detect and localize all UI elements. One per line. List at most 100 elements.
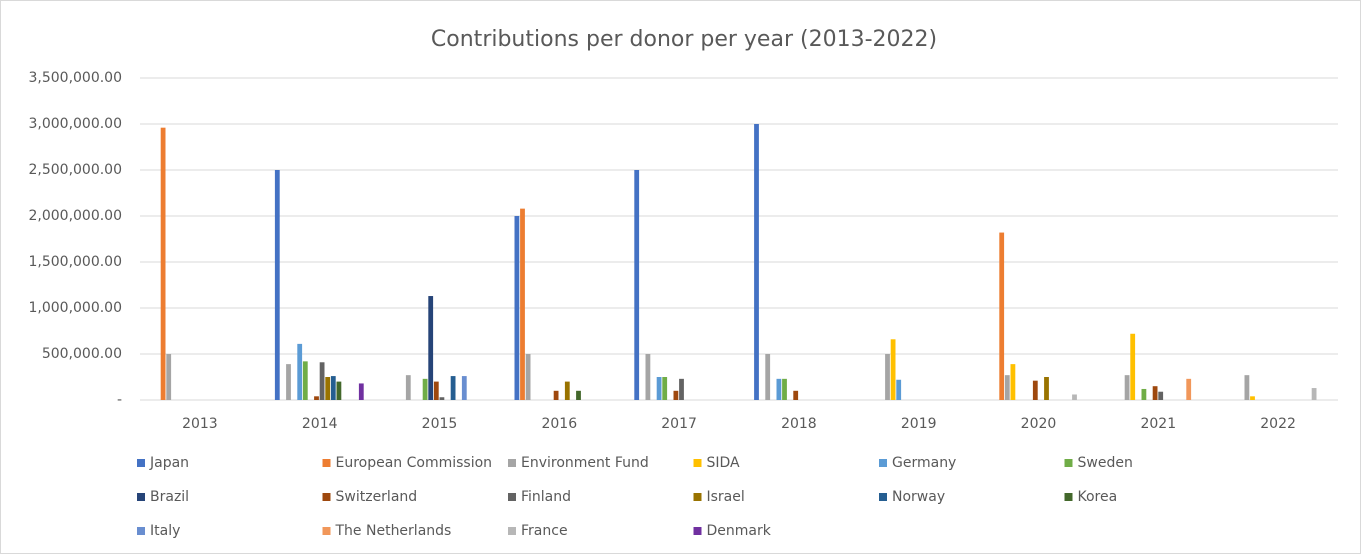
legend-label: Korea bbox=[1078, 489, 1118, 505]
x-tick-label: 2019 bbox=[901, 416, 937, 432]
legend-label: France bbox=[521, 523, 568, 539]
bar bbox=[405, 375, 411, 400]
bar bbox=[553, 390, 559, 400]
bar bbox=[1130, 333, 1136, 400]
legend-label: Denmark bbox=[707, 523, 772, 539]
bar bbox=[319, 362, 325, 400]
y-tick-label: 2,000,000.00 bbox=[28, 208, 122, 224]
legend-swatch bbox=[137, 527, 145, 535]
bar bbox=[439, 397, 445, 400]
y-tick-label: 2,500,000.00 bbox=[28, 162, 122, 178]
bar bbox=[564, 381, 570, 400]
y-tick-label: - bbox=[117, 392, 122, 408]
bar bbox=[896, 379, 902, 400]
legend-label: Germany bbox=[892, 455, 956, 471]
legend-swatch bbox=[322, 459, 331, 467]
legend-swatch bbox=[508, 527, 516, 535]
x-tick-label: 2018 bbox=[781, 416, 817, 432]
bar bbox=[1141, 388, 1147, 400]
legend-swatch bbox=[508, 459, 516, 467]
legend-swatch bbox=[879, 493, 887, 501]
legend-label: Brazil bbox=[150, 489, 189, 505]
bar bbox=[1250, 396, 1255, 400]
legend-label: The Netherlands bbox=[335, 523, 452, 539]
legend-swatch bbox=[1064, 459, 1073, 467]
bar bbox=[656, 377, 662, 400]
x-tick-label: 2013 bbox=[182, 416, 218, 432]
bar bbox=[679, 378, 684, 400]
legend-swatch bbox=[693, 459, 702, 467]
bar bbox=[1044, 377, 1049, 400]
bar bbox=[782, 378, 787, 400]
bar bbox=[514, 216, 520, 400]
legend-label: Israel bbox=[707, 489, 745, 505]
bar bbox=[433, 381, 439, 400]
legend-label: Finland bbox=[521, 489, 571, 505]
bar bbox=[428, 296, 434, 400]
bar bbox=[302, 361, 308, 400]
y-tick-label: 500,000.00 bbox=[42, 346, 122, 362]
legend-label: SIDA bbox=[707, 455, 741, 471]
bar bbox=[160, 127, 166, 401]
bar bbox=[166, 354, 172, 400]
x-tick-label: 2022 bbox=[1260, 416, 1296, 432]
y-tick-label: 3,500,000.00 bbox=[28, 70, 122, 86]
y-tick-label: 1,500,000.00 bbox=[28, 254, 122, 270]
legend-label: Norway bbox=[892, 489, 945, 505]
bar bbox=[461, 376, 467, 400]
bar bbox=[634, 170, 640, 400]
legend-label: Sweden bbox=[1078, 455, 1133, 471]
legend-swatch bbox=[693, 493, 702, 501]
bar bbox=[1311, 388, 1317, 400]
x-tick-label: 2020 bbox=[1021, 416, 1057, 432]
x-tick-label: 2015 bbox=[422, 416, 458, 432]
bar bbox=[314, 396, 319, 400]
bar bbox=[1072, 394, 1077, 400]
bar bbox=[274, 170, 280, 400]
bar bbox=[576, 390, 581, 400]
bar bbox=[330, 376, 336, 400]
bar bbox=[336, 381, 342, 400]
bar bbox=[1010, 364, 1016, 400]
bar bbox=[525, 354, 531, 400]
bar bbox=[1244, 375, 1250, 400]
bar bbox=[297, 343, 303, 400]
bar bbox=[286, 364, 291, 400]
bar bbox=[1124, 375, 1130, 400]
legend-swatch bbox=[879, 459, 887, 467]
bar bbox=[1152, 386, 1158, 400]
bar bbox=[885, 354, 890, 400]
bar bbox=[673, 390, 679, 400]
chart-title: Contributions per donor per year (2013-2… bbox=[431, 27, 937, 52]
bar bbox=[890, 339, 896, 400]
y-tick-label: 1,000,000.00 bbox=[28, 300, 122, 316]
legend-swatch bbox=[693, 527, 702, 535]
bar bbox=[754, 124, 759, 400]
y-tick-label: 3,000,000.00 bbox=[28, 116, 122, 132]
legend-swatch bbox=[508, 493, 516, 501]
x-tick-label: 2017 bbox=[661, 416, 697, 432]
bar bbox=[662, 377, 668, 400]
legend-label: Switzerland bbox=[336, 489, 418, 505]
legend-swatch bbox=[1064, 493, 1073, 501]
bar bbox=[1186, 378, 1192, 400]
legend-swatch bbox=[322, 527, 331, 535]
x-tick-label: 2016 bbox=[541, 416, 577, 432]
bar bbox=[1032, 380, 1038, 400]
bar bbox=[999, 232, 1005, 400]
bar bbox=[776, 378, 782, 400]
x-tick-label: 2014 bbox=[302, 416, 338, 432]
bar bbox=[765, 354, 771, 400]
legend-swatch bbox=[137, 459, 145, 467]
bar bbox=[1004, 375, 1010, 400]
legend-label: Japan bbox=[149, 455, 189, 471]
bar bbox=[325, 377, 331, 400]
bar bbox=[358, 383, 364, 400]
bar bbox=[520, 208, 525, 400]
legend-swatch bbox=[137, 493, 145, 501]
legend-label: Italy bbox=[150, 523, 180, 539]
bar bbox=[645, 354, 651, 400]
legend-label: European Commission bbox=[336, 455, 493, 471]
